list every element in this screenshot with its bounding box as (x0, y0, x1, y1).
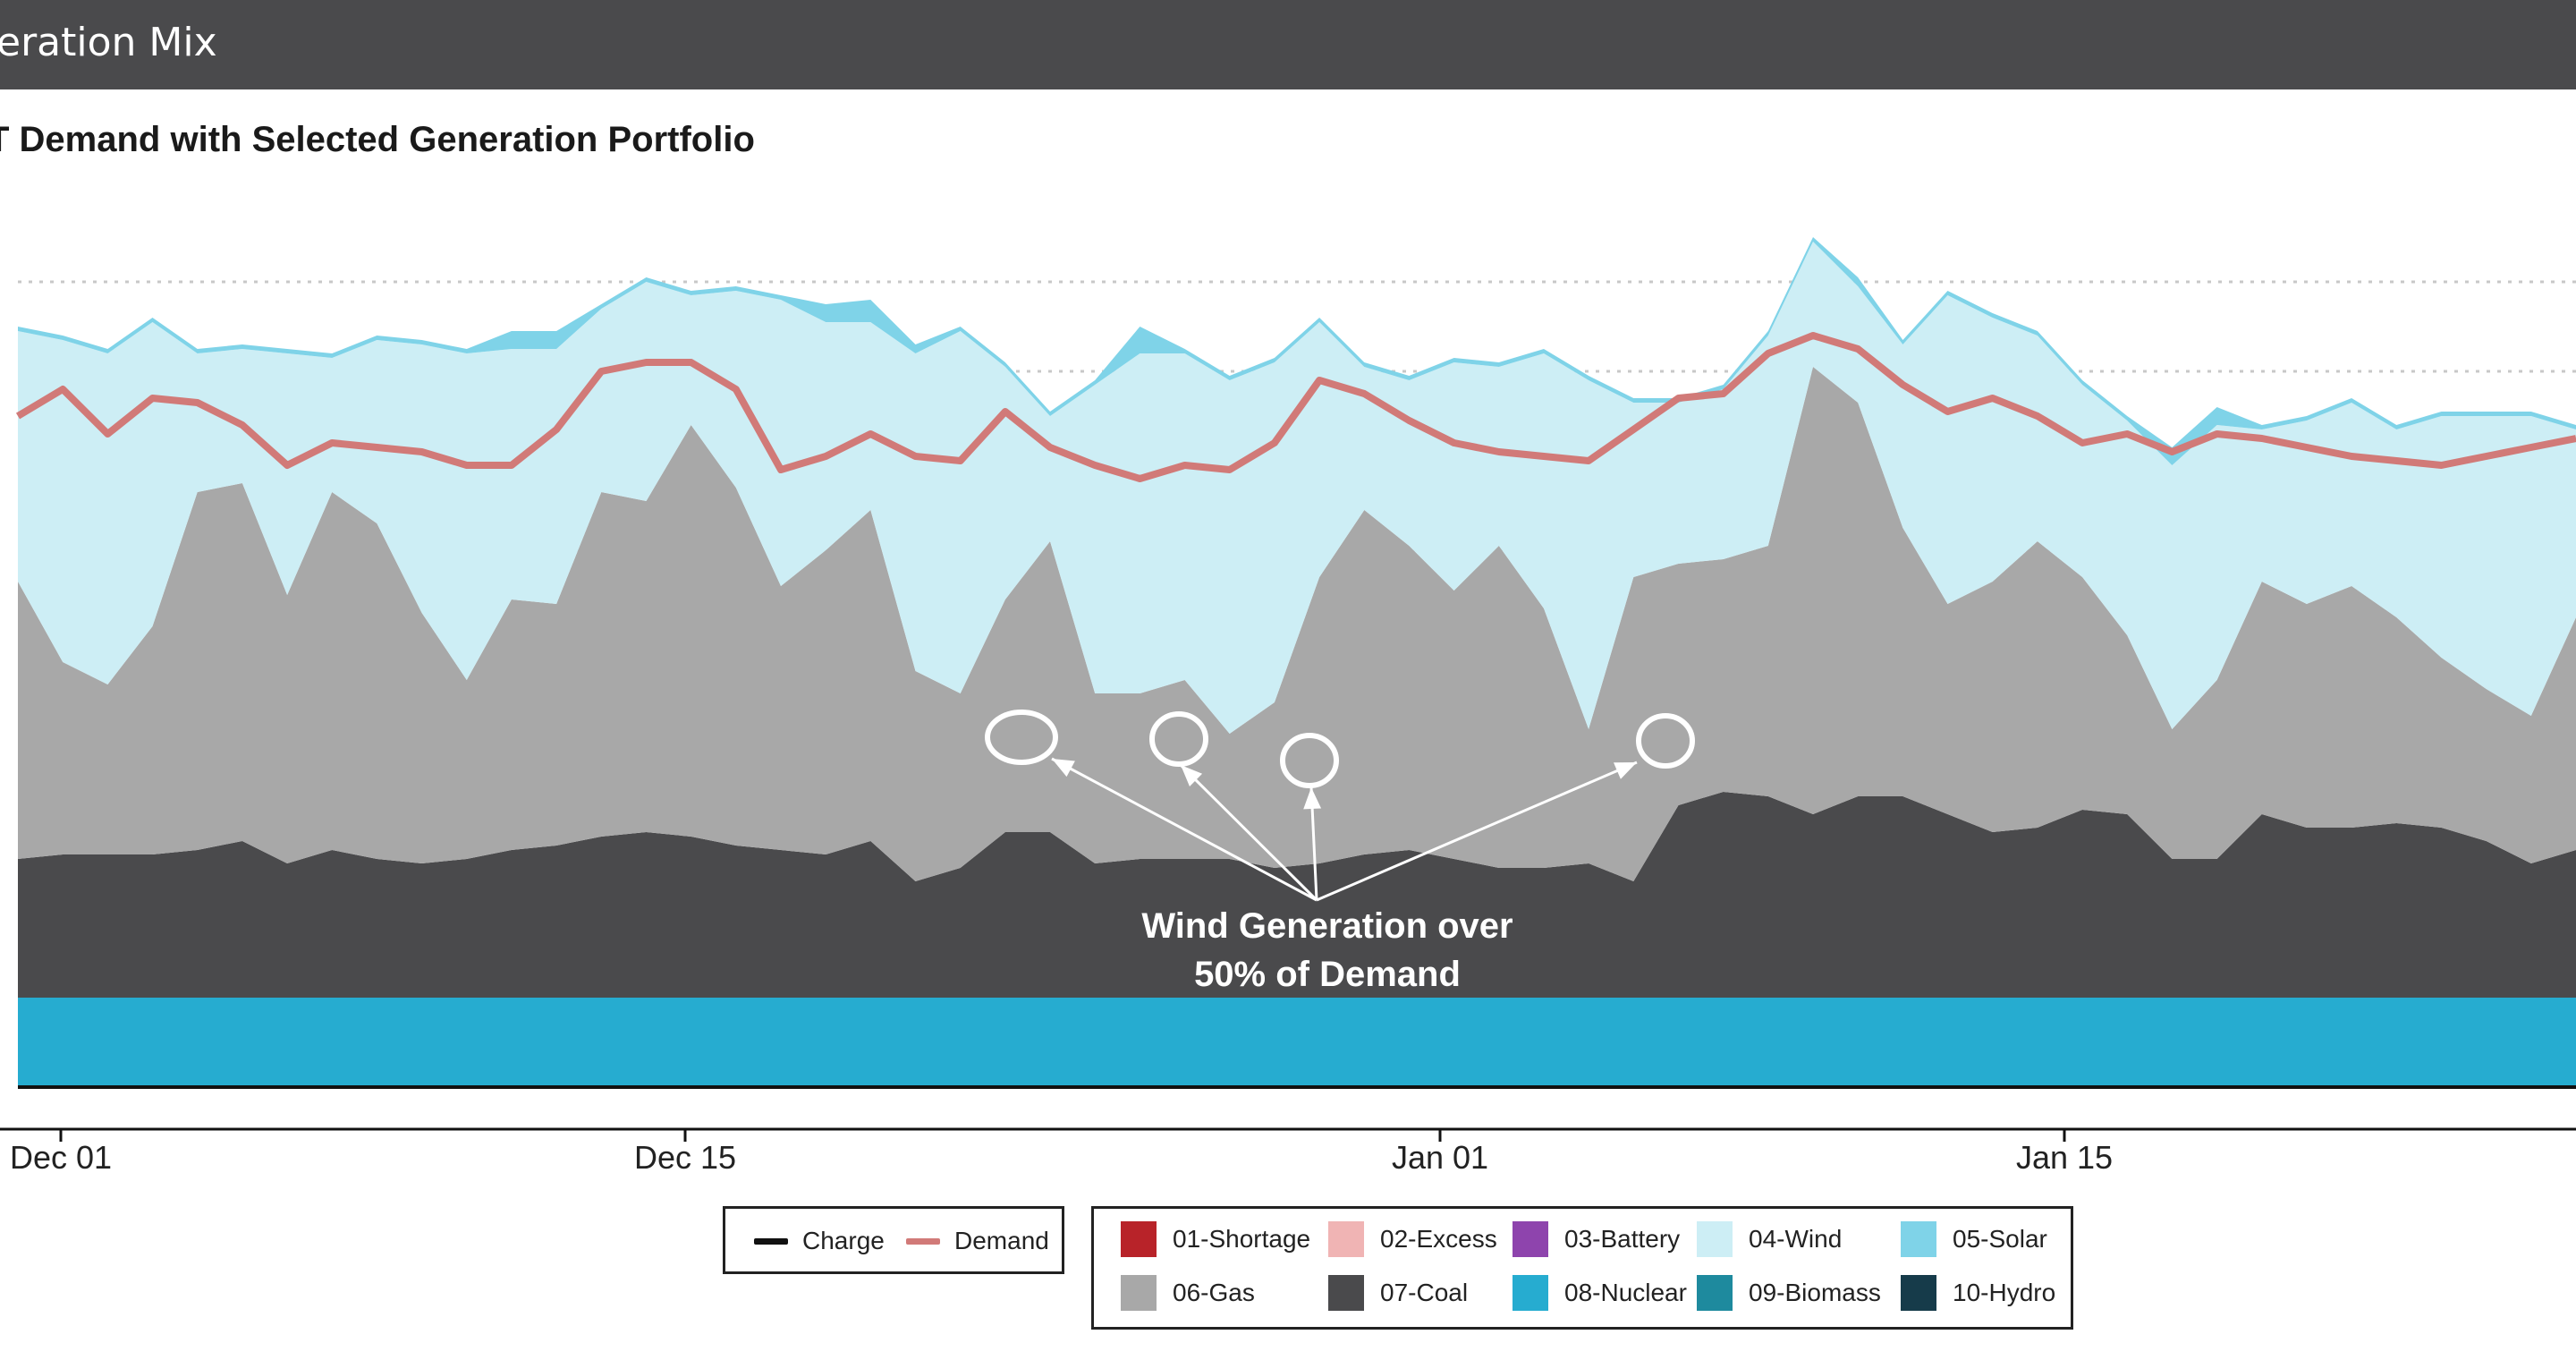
demand-line-layer (15, 332, 2576, 482)
annotation-text-line-1: Wind Generation over (1141, 906, 1513, 946)
legend-label-05-solar: 05-Solar (1953, 1225, 2047, 1253)
x-tick-label-dec-01: Dec 01 (10, 1139, 112, 1176)
area-07-coal (18, 792, 2576, 998)
legend-item-03-battery: 03-Battery (1513, 1220, 1680, 1259)
annotation-arrowhead-3 (1303, 787, 1322, 810)
legend-label-06-gas: 06-Gas (1173, 1279, 1255, 1306)
generation-mix-chart: Dec 01 Dec 15 Jan 01 Jan 15 Wind Generation… (0, 237, 2576, 1176)
legend-swatch-demand (906, 1237, 940, 1245)
annotation-arrowhead-2 (1181, 765, 1203, 786)
legend-label-09-biomass: 09-Biomass (1749, 1279, 1881, 1306)
legend-swatch-08-nuclear (1513, 1275, 1548, 1311)
legend-swatch-01-shortage (1121, 1221, 1157, 1257)
legend-item-07-coal: 07-Coal (1328, 1273, 1468, 1313)
legend-label-01-shortage: 01-Shortage (1173, 1225, 1311, 1253)
legend-label-03-battery: 03-Battery (1564, 1225, 1681, 1253)
annotation-arrow-4 (1316, 761, 1638, 902)
x-tick-label-jan-01: Jan 01 (1392, 1139, 1488, 1176)
annotation-circle-3 (1280, 733, 1339, 788)
legend-label-10-hydro: 10-Hydro (1953, 1279, 2056, 1306)
annotation-circle-1 (985, 710, 1058, 765)
x-axis: Dec 01 Dec 15 Jan 01 Jan 15 (0, 1085, 2576, 1176)
annotation-arrow-2 (1179, 763, 1318, 902)
legend-item-demand: Demand (906, 1221, 1049, 1261)
legend-swatch-10-hydro (1901, 1275, 1936, 1311)
legend-swatch-07-coal (1328, 1275, 1364, 1311)
legend-swatch-02-excess (1328, 1221, 1364, 1257)
legend-item-05-solar: 05-Solar (1901, 1220, 2047, 1259)
legend-lines: Charge Demand (723, 1206, 1064, 1274)
legend-item-charge: Charge (754, 1221, 885, 1261)
legend-swatch-05-solar (1901, 1221, 1936, 1257)
legend-item-04-wind: 04-Wind (1697, 1220, 1842, 1259)
header-bar: eration Mix (0, 0, 2576, 89)
area-08-nuclear (18, 998, 2576, 1087)
legend-item-02-excess: 02-Excess (1328, 1220, 1497, 1259)
x-tick-label-jan-15: Jan 15 (2016, 1139, 2113, 1176)
legend-item-09-biomass: 09-Biomass (1697, 1273, 1881, 1313)
legend-swatch-09-biomass (1697, 1275, 1733, 1311)
annotation-text-line-2: 50% of Demand (1194, 955, 1461, 994)
legend-label-02-excess: 02-Excess (1380, 1225, 1497, 1253)
legend-label-demand: Demand (954, 1227, 1049, 1254)
legend-swatch-03-battery (1513, 1221, 1548, 1257)
annotation-circle-4 (1636, 713, 1695, 769)
legend-item-01-shortage: 01-Shortage (1121, 1220, 1310, 1259)
legend-swatch-04-wind (1697, 1221, 1733, 1257)
legend-label-07-coal: 07-Coal (1380, 1279, 1469, 1306)
legend-fills: 01-Shortage 02-Excess 03-Battery 04-Wind 05-… (1091, 1206, 2073, 1330)
legend-item-08-nuclear: 08-Nuclear (1513, 1273, 1687, 1313)
chart-title: T Demand with Selected Generation Portfo… (0, 120, 755, 159)
demand-line (15, 332, 2576, 482)
legend-swatch-charge (754, 1237, 788, 1245)
legend-swatch-06-gas (1121, 1275, 1157, 1311)
legend-label-08-nuclear: 08-Nuclear (1564, 1279, 1687, 1306)
annotation: Wind Generation over 50% of Demand (985, 710, 1695, 994)
x-tick-label-dec-15: Dec 15 (634, 1139, 736, 1176)
legend-label-04-wind: 04-Wind (1749, 1225, 1843, 1253)
legend-item-06-gas: 06-Gas (1121, 1273, 1255, 1313)
annotation-circle-2 (1149, 711, 1208, 767)
annotation-arrowhead-1 (1052, 759, 1075, 778)
annotation-arrowhead-4 (1614, 762, 1637, 779)
area-06-gas (18, 367, 2576, 881)
legend-label-charge: Charge (802, 1227, 885, 1254)
annotation-arrow-1 (1051, 757, 1318, 902)
legend-item-10-hydro: 10-Hydro (1901, 1273, 2055, 1313)
header-title: eration Mix (0, 20, 217, 65)
